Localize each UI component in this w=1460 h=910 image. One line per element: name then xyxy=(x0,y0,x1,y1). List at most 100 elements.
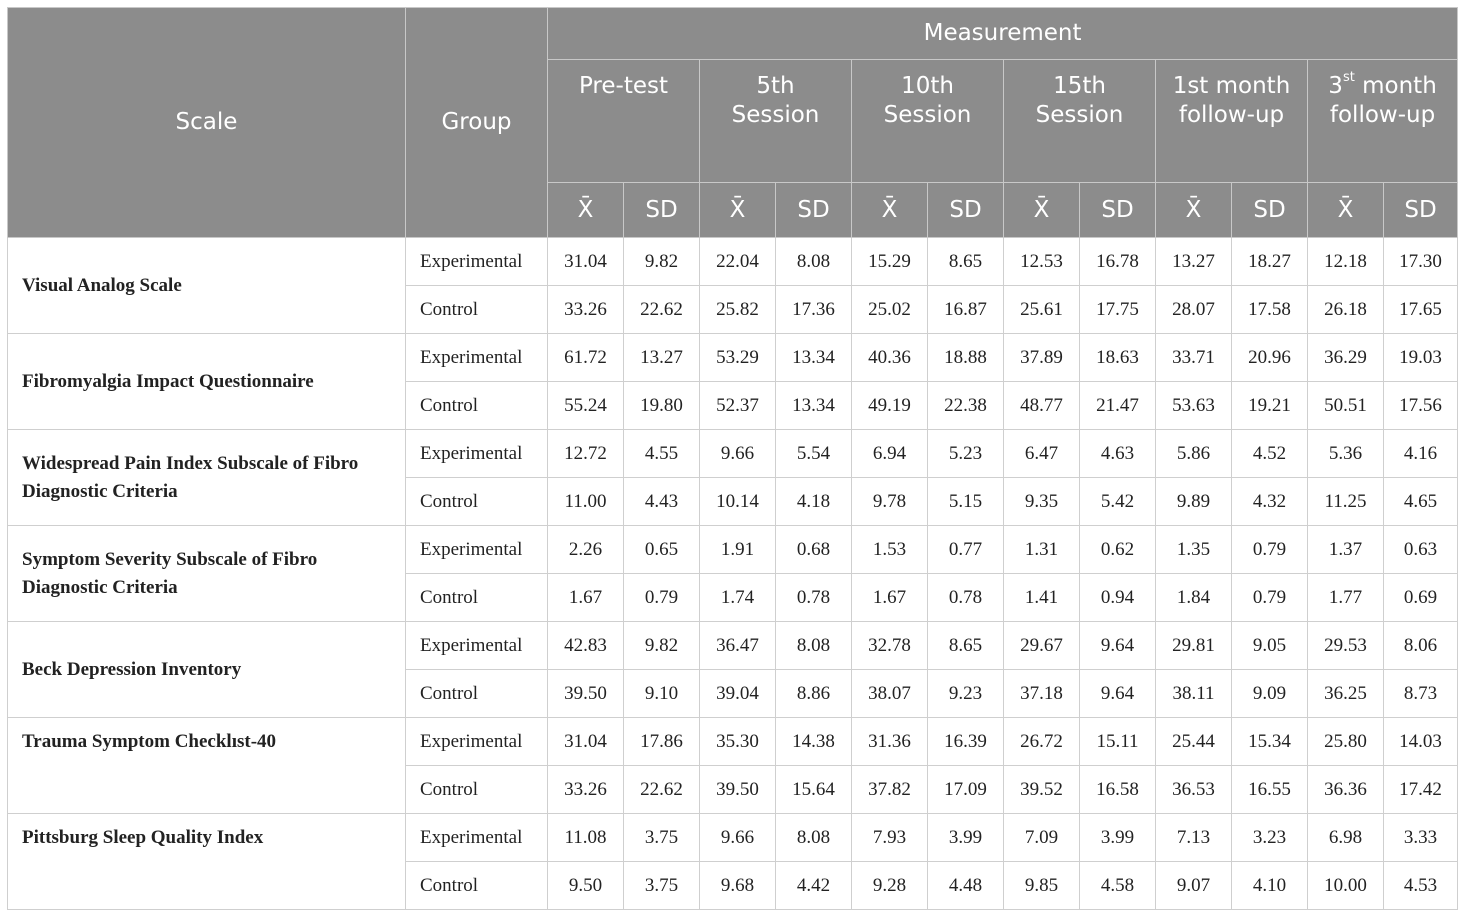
sd-value: 4.18 xyxy=(775,477,852,526)
sd-value: 20.96 xyxy=(1231,333,1308,382)
header-sd: SD xyxy=(1382,182,1459,238)
sd-value: 4.52 xyxy=(1231,429,1308,478)
sd-value: 9.10 xyxy=(623,669,700,718)
mean-value: 1.84 xyxy=(1155,573,1232,622)
mean-value: 6.98 xyxy=(1307,813,1384,862)
sd-value: 13.34 xyxy=(775,381,852,430)
sd-value: 0.79 xyxy=(1231,525,1308,574)
scale-name: Trauma Symptom Checklıst-40 xyxy=(7,717,406,814)
sd-value: 4.58 xyxy=(1079,861,1156,910)
table-body: Visual Analog Scale Experimental 31.04 9.82… xyxy=(7,237,1459,910)
mean-value: 9.89 xyxy=(1155,477,1232,526)
header-mean: X̄ xyxy=(851,182,928,238)
mean-value: 9.68 xyxy=(699,861,776,910)
mean-value: 11.08 xyxy=(547,813,624,862)
sd-value: 15.34 xyxy=(1231,717,1308,766)
mean-value: 5.36 xyxy=(1307,429,1384,478)
sd-value: 4.65 xyxy=(1382,477,1459,526)
mean-value: 31.04 xyxy=(547,717,624,766)
sd-value: 0.63 xyxy=(1382,525,1459,574)
sd-value: 0.78 xyxy=(775,573,852,622)
mean-value: 33.26 xyxy=(547,285,624,334)
sd-value: 9.64 xyxy=(1079,621,1156,670)
sd-value: 0.79 xyxy=(623,573,700,622)
mean-value: 36.47 xyxy=(699,621,776,670)
mean-value: 29.67 xyxy=(1003,621,1080,670)
sd-value: 9.82 xyxy=(623,621,700,670)
sd-value: 8.65 xyxy=(927,621,1004,670)
sd-value: 15.11 xyxy=(1079,717,1156,766)
header-mean: X̄ xyxy=(1003,182,1080,238)
group-name: Control xyxy=(405,861,548,910)
stat-header-row: X̄ SD X̄ SD X̄ SD X̄ SD X̄ SD X̄ SD xyxy=(8,182,1459,238)
sd-value: 4.48 xyxy=(927,861,1004,910)
mean-value: 25.02 xyxy=(851,285,928,334)
sd-value: 4.63 xyxy=(1079,429,1156,478)
mean-value: 26.18 xyxy=(1307,285,1384,334)
sd-value: 22.62 xyxy=(623,285,700,334)
sd-value: 13.27 xyxy=(623,333,700,382)
sd-value: 3.23 xyxy=(1231,813,1308,862)
sd-value: 17.58 xyxy=(1231,285,1308,334)
mean-value: 1.35 xyxy=(1155,525,1232,574)
sd-value: 4.42 xyxy=(775,861,852,910)
mean-value: 1.77 xyxy=(1307,573,1384,622)
mean-value: 1.91 xyxy=(699,525,776,574)
mean-value: 40.36 xyxy=(851,333,928,382)
table-row: Control 11.00 4.43 10.14 4.18 9.78 5.15 9.35 5.4… xyxy=(8,477,1459,526)
scale-name: Beck Depression Inventory xyxy=(7,621,406,718)
sd-value: 0.68 xyxy=(775,525,852,574)
sd-value: 16.55 xyxy=(1231,765,1308,814)
group-name: Experimental xyxy=(405,813,548,862)
group-name: Control xyxy=(405,765,548,814)
sd-value: 17.65 xyxy=(1382,285,1459,334)
mean-value: 29.53 xyxy=(1307,621,1384,670)
sd-value: 9.05 xyxy=(1231,621,1308,670)
scale-name: Fibromyalgia Impact Questionnaire xyxy=(7,333,406,430)
sd-value: 5.42 xyxy=(1079,477,1156,526)
mean-value: 38.07 xyxy=(851,669,928,718)
table-row: Control 33.26 22.62 39.50 15.64 37.82 17.09 39.… xyxy=(8,765,1459,814)
mean-value: 39.50 xyxy=(547,669,624,718)
mean-value: 26.72 xyxy=(1003,717,1080,766)
mean-value: 31.36 xyxy=(851,717,928,766)
sd-value: 8.08 xyxy=(775,621,852,670)
mean-value: 13.27 xyxy=(1155,237,1232,286)
mean-value: 37.89 xyxy=(1003,333,1080,382)
sd-value: 0.62 xyxy=(1079,525,1156,574)
mean-value: 25.80 xyxy=(1307,717,1384,766)
sd-value: 14.38 xyxy=(775,717,852,766)
sd-value: 0.78 xyxy=(927,573,1004,622)
mean-value: 55.24 xyxy=(547,381,624,430)
sd-value: 18.27 xyxy=(1231,237,1308,286)
header-period-5th-session: 5th Session xyxy=(699,59,852,183)
mean-value: 53.63 xyxy=(1155,381,1232,430)
mean-value: 1.74 xyxy=(699,573,776,622)
group-name: Control xyxy=(405,477,548,526)
sd-value: 13.34 xyxy=(775,333,852,382)
sd-value: 4.10 xyxy=(1231,861,1308,910)
sd-value: 4.53 xyxy=(1382,861,1459,910)
sd-value: 9.09 xyxy=(1231,669,1308,718)
mean-value: 39.50 xyxy=(699,765,776,814)
mean-value: 33.26 xyxy=(547,765,624,814)
group-name: Control xyxy=(405,381,548,430)
group-name: Experimental xyxy=(405,429,548,478)
sd-value: 17.42 xyxy=(1382,765,1459,814)
sd-value: 17.56 xyxy=(1382,381,1459,430)
header-mean: X̄ xyxy=(1307,182,1384,238)
mean-value: 33.71 xyxy=(1155,333,1232,382)
mean-value: 12.53 xyxy=(1003,237,1080,286)
mean-value: 7.13 xyxy=(1155,813,1232,862)
sd-value: 22.38 xyxy=(927,381,1004,430)
mean-value: 5.86 xyxy=(1155,429,1232,478)
mean-value: 11.00 xyxy=(547,477,624,526)
table-row: Pittsburg Sleep Quality Index Experimenta… xyxy=(7,813,1459,910)
mean-value: 10.14 xyxy=(699,477,776,526)
sd-value: 9.64 xyxy=(1079,669,1156,718)
mean-value: 9.78 xyxy=(851,477,928,526)
header-period-1st-month-follow-up: 1st month follow-up xyxy=(1155,59,1308,183)
sd-value: 0.79 xyxy=(1231,573,1308,622)
sd-value: 19.80 xyxy=(623,381,700,430)
sd-value: 16.39 xyxy=(927,717,1004,766)
